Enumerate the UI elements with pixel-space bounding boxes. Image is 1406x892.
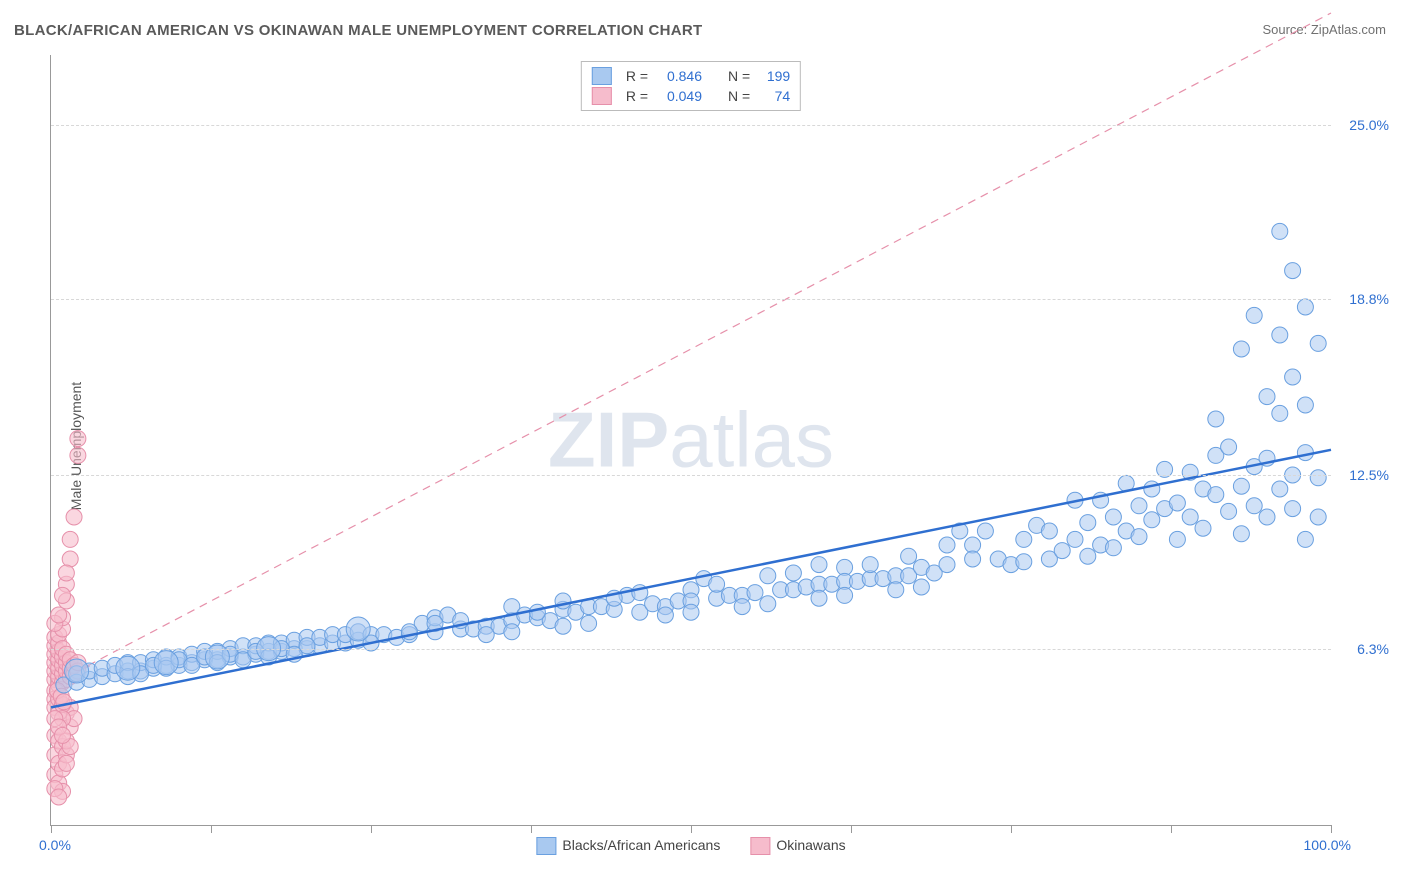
legend-item-pink: Okinawans <box>750 837 845 855</box>
gridline <box>51 299 1331 300</box>
x-tick <box>851 825 852 833</box>
top-legend: R = 0.846 N = 199 R = 0.049 N = 74 <box>581 61 801 111</box>
r-label: R = <box>626 88 648 104</box>
plot-area: ZIPatlas 0.0% 100.0% Blacks/African Amer… <box>50 55 1331 826</box>
chart-container: BLACK/AFRICAN AMERICAN VS OKINAWAN MALE … <box>0 0 1406 892</box>
x-tick <box>691 825 692 833</box>
top-legend-row-pink: R = 0.049 N = 74 <box>592 86 790 106</box>
y-tick-label: 18.8% <box>1339 291 1389 307</box>
y-tick-label: 6.3% <box>1339 641 1389 657</box>
n-label: N = <box>728 88 750 104</box>
legend-label-blue: Blacks/African Americans <box>562 837 720 853</box>
gridline <box>51 125 1331 126</box>
x-tick <box>371 825 372 833</box>
source-prefix: Source: <box>1262 22 1310 37</box>
r-label: R = <box>626 68 648 84</box>
gridline <box>51 475 1331 476</box>
n-value-blue: 199 <box>758 68 790 84</box>
top-legend-swatch-blue <box>592 67 612 85</box>
chart-title: BLACK/AFRICAN AMERICAN VS OKINAWAN MALE … <box>14 22 702 39</box>
source-value: ZipAtlas.com <box>1311 22 1386 37</box>
x-tick <box>1331 825 1332 833</box>
y-tick-label: 25.0% <box>1339 117 1389 133</box>
x-axis-max-label: 100.0% <box>1304 837 1351 853</box>
r-value-pink: 0.049 <box>656 88 702 104</box>
legend-swatch-blue <box>536 837 556 855</box>
x-tick <box>211 825 212 833</box>
top-legend-row-blue: R = 0.846 N = 199 <box>592 66 790 86</box>
bottom-legend: Blacks/African Americans Okinawans <box>536 837 845 855</box>
n-label: N = <box>728 68 750 84</box>
x-axis-min-label: 0.0% <box>39 837 71 853</box>
y-tick-label: 12.5% <box>1339 467 1389 483</box>
legend-swatch-pink <box>750 837 770 855</box>
legend-label-pink: Okinawans <box>776 837 845 853</box>
n-value-pink: 74 <box>758 88 790 104</box>
chart-svg <box>51 55 1331 825</box>
legend-item-blue: Blacks/African Americans <box>536 837 720 855</box>
x-tick <box>531 825 532 833</box>
x-tick <box>1171 825 1172 833</box>
r-value-blue: 0.846 <box>656 68 702 84</box>
source-attribution: Source: ZipAtlas.com <box>1262 22 1386 37</box>
top-legend-swatch-pink <box>592 87 612 105</box>
x-tick <box>51 825 52 833</box>
gridline <box>51 649 1331 650</box>
x-tick <box>1011 825 1012 833</box>
